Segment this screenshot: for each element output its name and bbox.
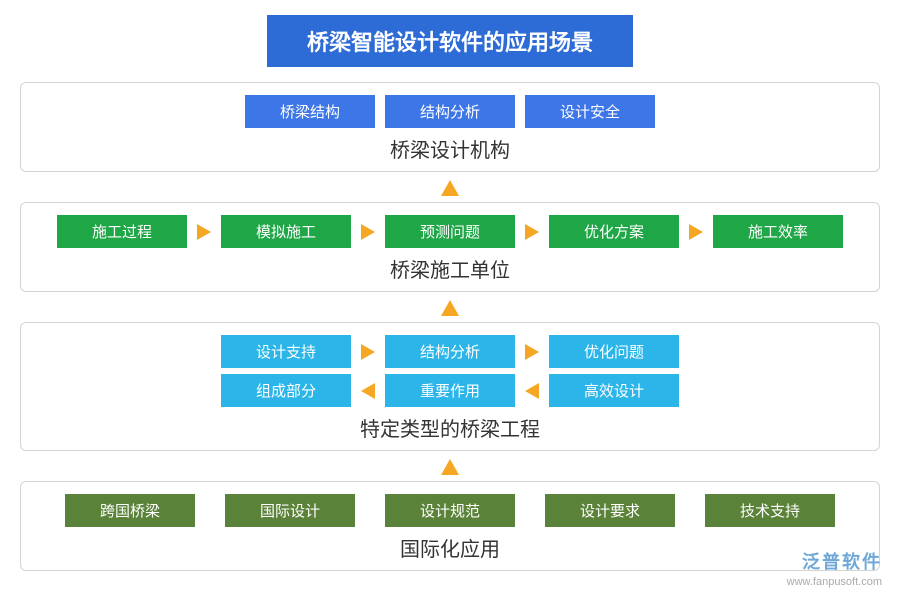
tag-structure-analysis: 结构分析 (385, 95, 515, 128)
tag-design-spec: 设计规范 (385, 494, 515, 527)
tag-bridge-structure: 桥梁结构 (245, 95, 375, 128)
watermark-brand: 泛普软件 (802, 552, 882, 572)
arrow-right-icon (361, 344, 375, 360)
panel3-row1: 设计支持 结构分析 优化问题 (36, 335, 864, 368)
tag-design-support: 设计支持 (221, 335, 351, 368)
panel1-row: 桥梁结构 结构分析 设计安全 (36, 95, 864, 128)
arrow-up-2 (20, 300, 880, 316)
arrow-right-icon (197, 224, 211, 240)
arrow-up-1 (20, 180, 880, 196)
panel2-subtitle: 桥梁施工单位 (36, 254, 864, 283)
tag-tech-support: 技术支持 (705, 494, 835, 527)
tag-cross-nation: 跨国桥梁 (65, 494, 195, 527)
tag-construction-process: 施工过程 (57, 215, 187, 248)
arrow-left-icon (361, 383, 375, 399)
panel3-row2: 组成部分 重要作用 高效设计 (36, 374, 864, 407)
panel-construction: 施工过程 模拟施工 预测问题 优化方案 施工效率 桥梁施工单位 (20, 202, 880, 292)
arrow-right-icon (525, 224, 539, 240)
watermark: 泛普软件 www.fanpusoft.com (787, 551, 882, 590)
panel-specific-type: 设计支持 结构分析 优化问题 组成部分 重要作用 高效设计 特定类型的桥梁工程 (20, 322, 880, 451)
panel4-row: 跨国桥梁 国际设计 设计规范 设计要求 技术支持 (36, 494, 864, 527)
tag-optimize-problem: 优化问题 (549, 335, 679, 368)
tag-design-safety: 设计安全 (525, 95, 655, 128)
tag-components: 组成部分 (221, 374, 351, 407)
panel-design-org: 桥梁结构 结构分析 设计安全 桥梁设计机构 (20, 82, 880, 172)
tag-efficiency: 施工效率 (713, 215, 843, 248)
tag-structure-analysis2: 结构分析 (385, 335, 515, 368)
tag-efficient-design: 高效设计 (549, 374, 679, 407)
arrow-right-icon (525, 344, 539, 360)
watermark-url: www.fanpusoft.com (787, 576, 882, 588)
panel3-subtitle: 特定类型的桥梁工程 (36, 413, 864, 442)
page-title: 桥梁智能设计软件的应用场景 (267, 15, 633, 67)
tag-intl-design: 国际设计 (225, 494, 355, 527)
panel-international: 跨国桥梁 国际设计 设计规范 设计要求 技术支持 国际化应用 (20, 481, 880, 571)
panel1-subtitle: 桥梁设计机构 (36, 134, 864, 163)
arrow-up-3 (20, 459, 880, 475)
tag-important-role: 重要作用 (385, 374, 515, 407)
arrow-right-icon (361, 224, 375, 240)
panel2-row: 施工过程 模拟施工 预测问题 优化方案 施工效率 (36, 215, 864, 248)
tag-predict: 预测问题 (385, 215, 515, 248)
tag-design-req: 设计要求 (545, 494, 675, 527)
tag-simulate: 模拟施工 (221, 215, 351, 248)
arrow-right-icon (689, 224, 703, 240)
tag-optimize-plan: 优化方案 (549, 215, 679, 248)
panel4-subtitle: 国际化应用 (36, 533, 864, 562)
arrow-left-icon (525, 383, 539, 399)
